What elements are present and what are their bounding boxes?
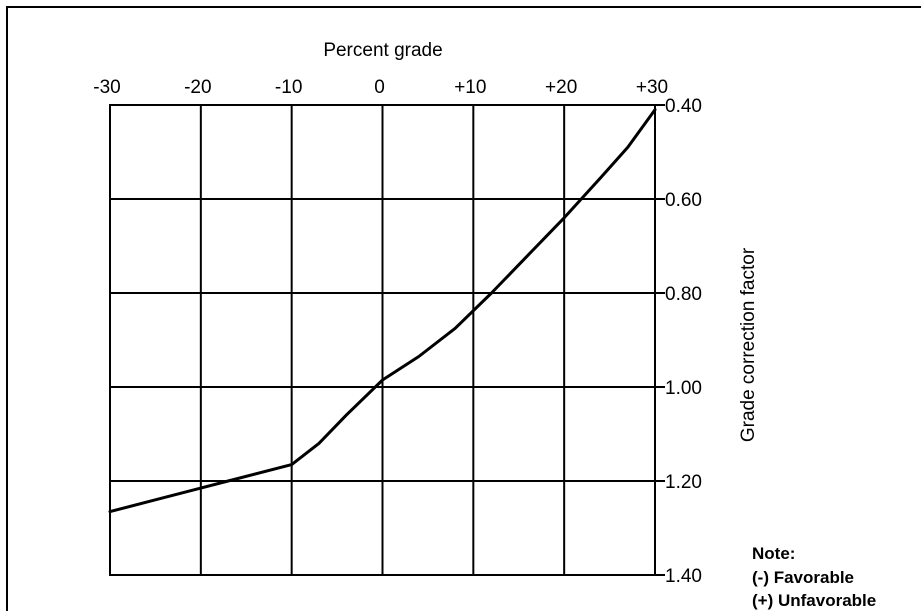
y-tick-label: 1.00 — [665, 378, 702, 399]
y-tick-label: 0.60 — [665, 190, 702, 211]
note-title: Note: — [752, 544, 795, 563]
x-tick-labels: -30 -20 -10 0 +10 +20 +30 — [93, 77, 668, 98]
y-tick-label: 0.80 — [665, 284, 702, 305]
y-tick-label: 1.40 — [665, 566, 702, 587]
y-tick-label: 1.20 — [665, 472, 702, 493]
y-tick-labels: 0.40 0.60 0.80 1.00 1.20 1.40 — [665, 96, 702, 587]
plot-area — [109, 104, 656, 576]
x-tick-label: -20 — [184, 77, 211, 98]
y-axis-title: Grade correction factor — [738, 247, 759, 442]
x-tick-label: -30 — [93, 77, 120, 98]
x-tick-label: +10 — [454, 77, 486, 98]
x-tick-label: +20 — [545, 77, 577, 98]
chart-frame — [6, 6, 921, 611]
x-tick-label: -10 — [275, 77, 302, 98]
x-tick-label: +30 — [636, 77, 668, 98]
series-line — [108, 108, 657, 514]
x-axis-title: Percent grade — [323, 40, 442, 61]
x-tick-label: 0 — [374, 77, 385, 98]
y-tick-label: 0.40 — [665, 96, 702, 117]
note-favorable: (-) Favorable — [752, 568, 854, 587]
note-unfavorable: (+) Unfavorable — [752, 591, 876, 610]
grid — [109, 104, 665, 576]
